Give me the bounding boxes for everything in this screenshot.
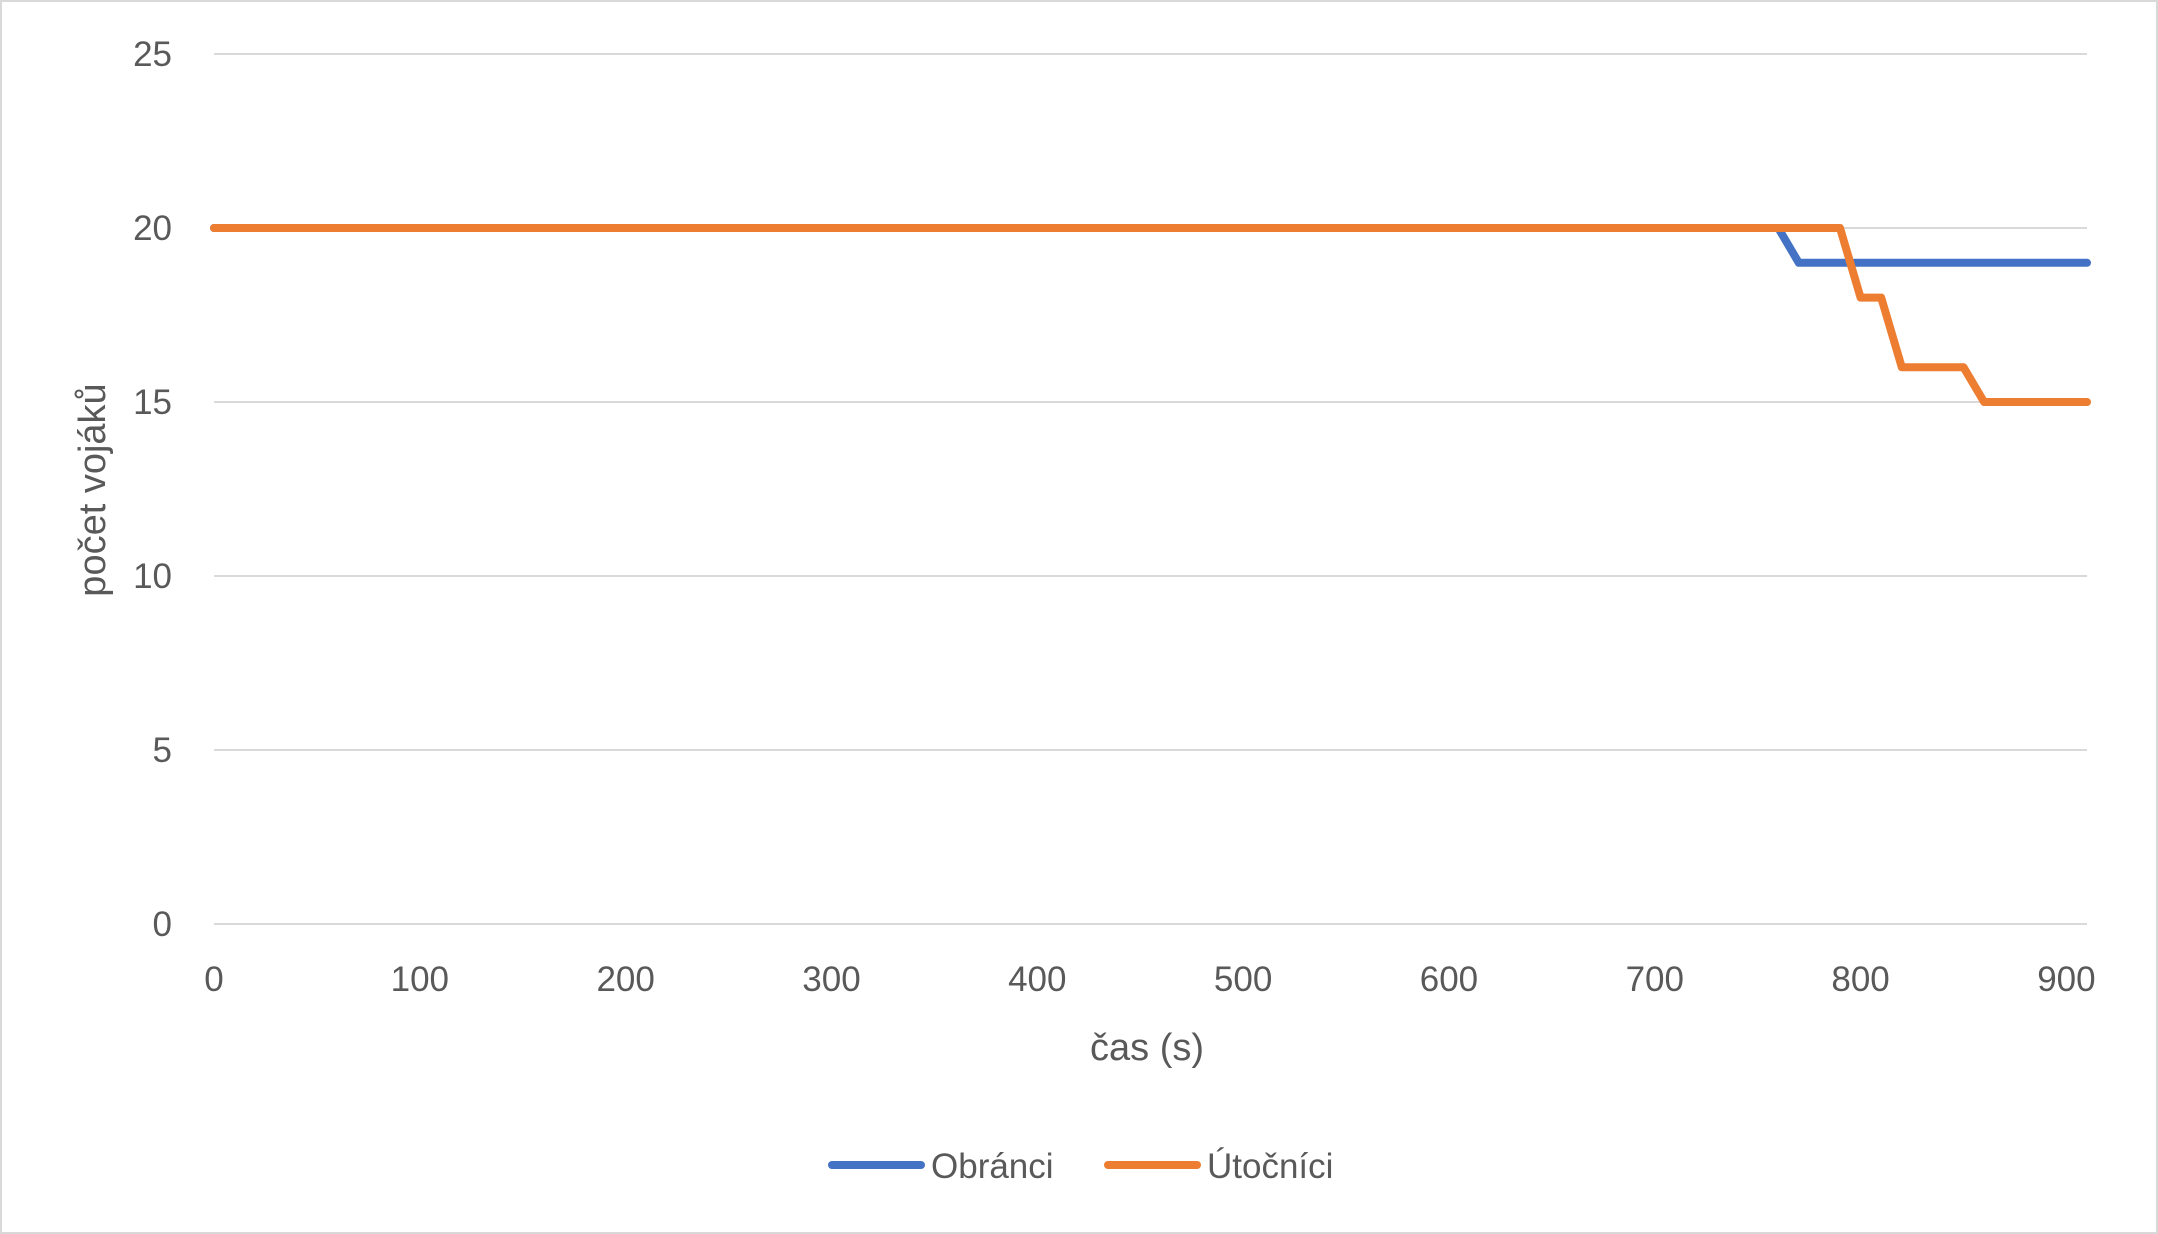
x-tick-label: 600 (1420, 960, 1478, 999)
x-tick-label: 400 (1008, 960, 1066, 999)
x-tick-label: 100 (391, 960, 449, 999)
x-tick-label: 800 (1831, 960, 1889, 999)
series-line-2 (210, 224, 2091, 406)
x-tick-label: 500 (1214, 960, 1272, 999)
y-tick-label: 25 (133, 35, 172, 74)
x-axis-title: čas (s) (1090, 1027, 1204, 1069)
series-line-1 (210, 224, 2091, 267)
y-axis-tick-labels: 0 5 10 15 20 25 (133, 35, 172, 944)
x-tick-label: 900 (2037, 960, 2095, 999)
gridlines (214, 53, 2087, 925)
y-tick-label: 15 (133, 383, 172, 422)
legend: Obránci Útočníci (828, 1147, 1333, 1186)
x-tick-label: 0 (204, 960, 223, 999)
y-tick-label: 5 (153, 731, 172, 770)
y-tick-label: 0 (153, 905, 172, 944)
y-tick-label: 10 (133, 557, 172, 596)
y-tick-label: 20 (133, 209, 172, 248)
x-tick-label: 200 (596, 960, 654, 999)
y-axis-title: počet vojáků (72, 383, 114, 596)
plot-area-series (210, 224, 2091, 406)
x-tick-label: 700 (1626, 960, 1684, 999)
legend-label: Obránci (931, 1147, 1054, 1186)
legend-label: Útočníci (1207, 1147, 1333, 1186)
x-tick-label: 300 (802, 960, 860, 999)
x-axis-tick-labels: 0 100 200 300 400 500 600 700 800 900 (204, 960, 2095, 999)
